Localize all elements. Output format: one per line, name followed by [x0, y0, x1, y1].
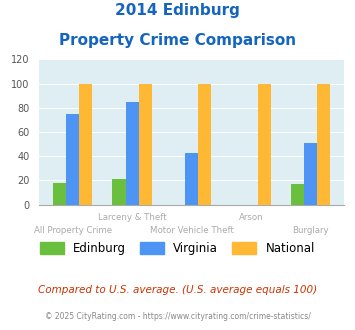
Bar — [126, 102, 139, 205]
Bar — [113, 179, 126, 205]
Bar — [258, 83, 271, 205]
Text: Arson: Arson — [239, 213, 263, 222]
Text: Compared to U.S. average. (U.S. average equals 100): Compared to U.S. average. (U.S. average … — [38, 285, 317, 295]
Text: Motor Vehicle Theft: Motor Vehicle Theft — [150, 226, 234, 235]
Bar — [139, 83, 152, 205]
Bar — [304, 143, 317, 205]
Text: 2014 Edinburg: 2014 Edinburg — [115, 3, 240, 18]
Bar — [291, 184, 304, 205]
Legend: Edinburg, Virginia, National: Edinburg, Virginia, National — [36, 237, 320, 259]
Bar — [53, 183, 66, 205]
Text: Burglary: Burglary — [293, 226, 329, 235]
Bar — [185, 152, 198, 205]
Bar — [198, 83, 211, 205]
Text: © 2025 CityRating.com - https://www.cityrating.com/crime-statistics/: © 2025 CityRating.com - https://www.city… — [45, 312, 310, 321]
Bar — [66, 114, 79, 205]
Text: All Property Crime: All Property Crime — [33, 226, 111, 235]
Text: Larceny & Theft: Larceny & Theft — [98, 213, 166, 222]
Bar — [79, 83, 92, 205]
Text: Property Crime Comparison: Property Crime Comparison — [59, 33, 296, 48]
Bar — [317, 83, 331, 205]
